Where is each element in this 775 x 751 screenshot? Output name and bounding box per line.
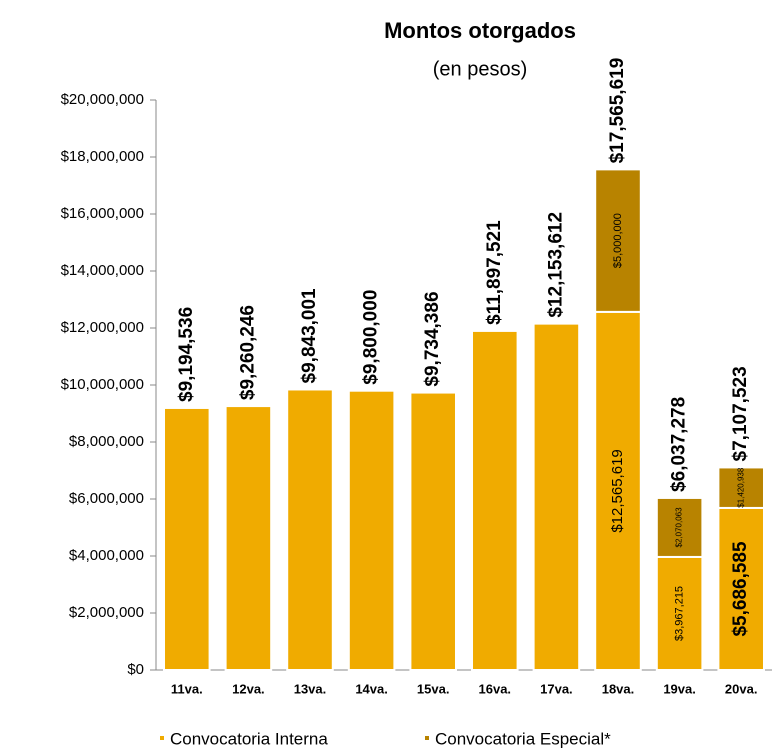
chart-title: Montos otorgados [384, 18, 576, 43]
chart-subtitle: (en pesos) [433, 58, 528, 80]
bar-segment [286, 388, 334, 671]
y-tick-label: $4,000,000 [69, 547, 144, 564]
y-tick-label: $14,000,000 [61, 262, 144, 279]
y-tick-label: $6,000,000 [69, 490, 144, 507]
x-tick-label: 11va. [171, 681, 203, 696]
total-label: $9,843,001 [299, 288, 320, 384]
y-tick-label: $8,000,000 [69, 433, 144, 450]
total-label: $6,037,278 [669, 397, 690, 492]
bar-segment [347, 389, 396, 671]
bar-segment [409, 391, 457, 671]
total-label: $9,194,536 [176, 307, 197, 402]
total-label: $17,565,619 [607, 58, 628, 164]
legend-label: Convocatoria Interna [170, 729, 328, 748]
y-tick-label: $20,000,000 [61, 91, 144, 108]
segment-label: $3,967,215 [674, 586, 686, 641]
legend-swatch [425, 736, 429, 740]
bar-segment [471, 329, 519, 671]
bar-segment [655, 496, 704, 558]
segment-label: $5,000,000 [612, 213, 624, 268]
total-label: $12,153,612 [545, 212, 566, 318]
total-label: $9,800,000 [361, 290, 382, 385]
y-tick-label: $2,000,000 [69, 604, 144, 621]
x-tick-label: 14va. [355, 681, 388, 696]
y-tick-label: $16,000,000 [61, 205, 144, 222]
y-tick-label: $0 [127, 661, 144, 678]
total-label: $9,260,246 [237, 305, 258, 400]
bar-segment [717, 506, 765, 672]
x-tick-label: 16va. [479, 681, 512, 696]
segment-label: $2,070,063 [675, 507, 684, 548]
legend-swatch [160, 736, 164, 740]
x-tick-label: 15va. [417, 681, 450, 696]
x-tick-label: 18va. [602, 681, 635, 696]
total-label: $9,734,386 [422, 291, 443, 386]
bar-segment [224, 405, 273, 671]
bar-segment [594, 168, 642, 313]
y-tick-label: $12,000,000 [61, 319, 144, 336]
total-label: $7,107,523 [730, 366, 751, 461]
legend-label: Convocatoria Especial* [435, 729, 611, 748]
y-tick-label: $10,000,000 [61, 376, 144, 393]
x-tick-label: 12va. [232, 681, 265, 696]
segment-label: $1,420,938 [736, 467, 745, 508]
bar-segment [717, 466, 765, 509]
segment-label: $12,565,619 [609, 449, 626, 532]
bar-segment [594, 310, 642, 671]
x-tick-label: 19va. [663, 681, 696, 696]
segment-label: $5,686,585 [730, 541, 751, 637]
x-tick-label: 20va. [725, 681, 758, 696]
y-tick-label: $18,000,000 [61, 148, 144, 165]
total-label: $11,897,521 [484, 220, 505, 325]
bar-segment [163, 406, 211, 671]
bar-segment [532, 322, 581, 671]
bar-segment [655, 555, 704, 672]
x-tick-label: 17va. [540, 681, 573, 696]
x-tick-label: 13va. [294, 681, 327, 696]
